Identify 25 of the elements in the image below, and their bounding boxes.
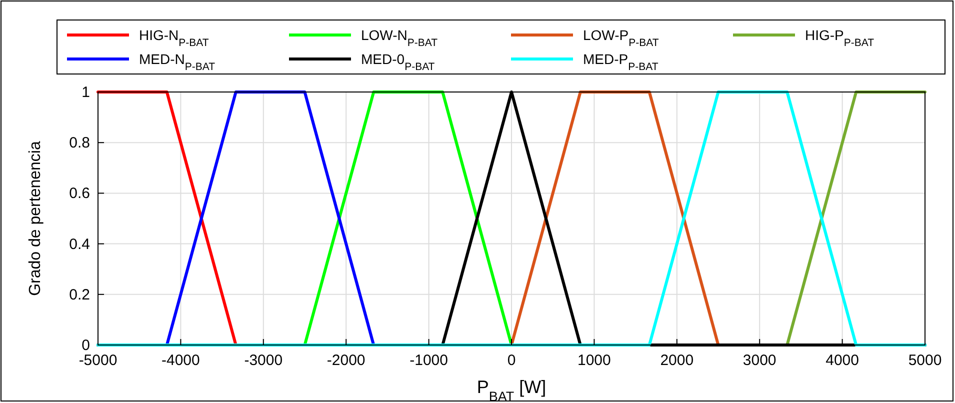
- y-tick-label: 0.8: [69, 134, 90, 152]
- x-tick-label: -5000: [78, 352, 118, 369]
- legend-label: HIG-P$_{P-BAT}$: [805, 27, 875, 49]
- y-tick-label: 0.2: [69, 286, 90, 304]
- x-tick-label: -2000: [326, 352, 366, 369]
- legend-label: LOW-P$_{P-BAT}$: [583, 27, 660, 49]
- y-axis-title: Grado de pertenencia: [27, 141, 44, 296]
- x-tick-label: 0: [507, 352, 516, 369]
- y-tick-label: 0: [82, 337, 90, 354]
- legend-label: HIG-N$_{P-BAT}$: [139, 27, 210, 49]
- x-tick-label: 2000: [660, 352, 694, 369]
- y-tick-label: 0.6: [69, 185, 90, 202]
- x-tick-label: -3000: [244, 352, 283, 369]
- x-tick-label: -1000: [410, 352, 448, 369]
- x-tick-label: -4000: [162, 352, 200, 369]
- x-tick-label: 3000: [742, 352, 776, 369]
- x-tick-label: 5000: [908, 352, 942, 369]
- legend-label: MED-0$_{P-BAT}$: [361, 51, 436, 73]
- y-tick-label: 1: [82, 84, 90, 101]
- legend-label: MED-P$_{P-BAT}$: [583, 51, 659, 73]
- x-tick-label: 1000: [578, 352, 611, 369]
- legend-label: LOW-N$_{P-BAT}$: [361, 27, 438, 49]
- x-tick-label: 4000: [826, 352, 859, 369]
- y-tick-label: 0.4: [69, 236, 90, 253]
- legend-label: MED-N$_{P-BAT}$: [139, 51, 216, 73]
